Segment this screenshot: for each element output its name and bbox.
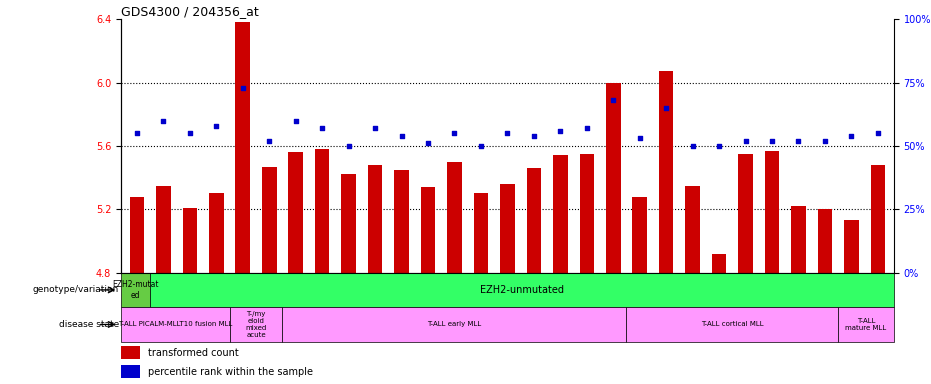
Bar	[421, 187, 436, 273]
Point	[447, 130, 462, 136]
Point	[236, 84, 250, 91]
Text: EZH2-mutat
ed: EZH2-mutat ed	[113, 280, 159, 300]
Bar	[474, 194, 488, 273]
Bar	[121, 346, 141, 359]
Point	[289, 118, 304, 124]
Point	[474, 143, 489, 149]
Text: T-ALL cortical MLL: T-ALL cortical MLL	[701, 321, 763, 328]
Bar	[738, 154, 753, 273]
Bar	[579, 154, 594, 273]
Point	[526, 133, 541, 139]
Bar	[121, 273, 150, 307]
Bar	[817, 209, 832, 273]
Bar	[129, 197, 144, 273]
Text: percentile rank within the sample: percentile rank within the sample	[148, 367, 313, 377]
Text: disease state: disease state	[59, 320, 119, 329]
Bar	[209, 194, 223, 273]
Point	[553, 127, 568, 134]
Bar	[368, 165, 383, 273]
Bar	[500, 184, 515, 273]
Point	[659, 105, 674, 111]
Point	[182, 130, 197, 136]
Point	[394, 133, 409, 139]
Bar	[230, 307, 282, 342]
Point	[817, 138, 832, 144]
Bar	[627, 307, 838, 342]
Bar	[394, 170, 409, 273]
Bar	[121, 365, 141, 378]
Bar	[121, 307, 230, 342]
Bar	[282, 307, 627, 342]
Bar	[659, 71, 673, 273]
Bar	[156, 185, 170, 273]
Bar	[553, 156, 568, 273]
Bar	[870, 165, 885, 273]
Point	[632, 135, 647, 141]
Point	[579, 125, 594, 131]
Text: genotype/variation: genotype/variation	[33, 285, 119, 295]
Text: T-ALL PICALM-MLLT10 fusion MLL: T-ALL PICALM-MLLT10 fusion MLL	[118, 321, 233, 328]
Text: EZH2-unmutated: EZH2-unmutated	[480, 285, 564, 295]
Bar	[844, 220, 858, 273]
Bar	[236, 22, 250, 273]
Bar	[342, 174, 356, 273]
Bar	[262, 167, 277, 273]
Point	[711, 143, 726, 149]
Text: T-ALL
mature MLL: T-ALL mature MLL	[845, 318, 886, 331]
Bar	[632, 197, 647, 273]
Point	[764, 138, 779, 144]
Bar	[289, 152, 303, 273]
Point	[209, 122, 223, 129]
Bar	[791, 206, 805, 273]
Point	[685, 143, 700, 149]
Point	[738, 138, 753, 144]
Point	[870, 130, 885, 136]
Bar	[315, 149, 330, 273]
Text: T-ALL early MLL: T-ALL early MLL	[427, 321, 481, 328]
Point	[315, 125, 330, 131]
Bar	[606, 83, 621, 273]
Bar	[712, 253, 726, 273]
Bar	[764, 151, 779, 273]
Bar	[527, 168, 541, 273]
Point	[791, 138, 806, 144]
Text: T-/my
eloid
mixed
acute: T-/my eloid mixed acute	[246, 311, 266, 338]
Bar	[182, 208, 197, 273]
Point	[129, 130, 144, 136]
Point	[262, 138, 277, 144]
Bar	[685, 185, 700, 273]
Text: GDS4300 / 204356_at: GDS4300 / 204356_at	[121, 5, 259, 18]
Point	[606, 97, 621, 103]
Point	[155, 118, 170, 124]
Bar	[447, 162, 462, 273]
Point	[421, 140, 436, 146]
Text: transformed count: transformed count	[148, 348, 239, 358]
Bar	[838, 307, 894, 342]
Point	[500, 130, 515, 136]
Point	[341, 143, 356, 149]
Point	[368, 125, 383, 131]
Point	[844, 133, 859, 139]
